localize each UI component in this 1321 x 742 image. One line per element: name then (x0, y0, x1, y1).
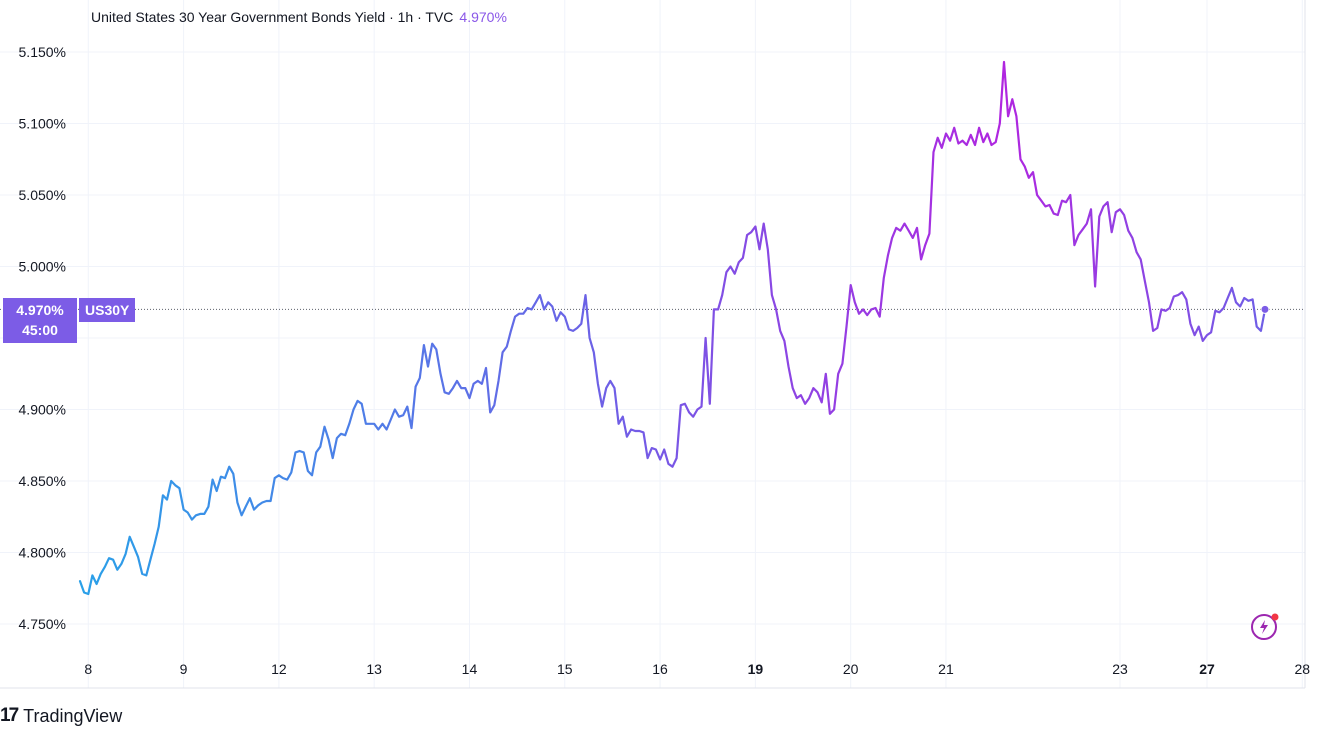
symbol-badge[interactable]: US30Y (79, 298, 136, 322)
x-tick-label: 23 (1112, 661, 1128, 677)
y-tick-label: 4.800% (19, 545, 66, 561)
price-badge-countdown: 45:00 (22, 322, 58, 338)
x-tick-label: 28 (1295, 661, 1311, 677)
x-tick-label: 12 (271, 661, 287, 677)
tradingview-logo[interactable]: 17 TradingView (0, 705, 122, 727)
price-badge: 4.970% 45:00 (3, 298, 77, 343)
x-tick-label: 20 (843, 661, 859, 677)
x-tick-label: 9 (180, 661, 188, 677)
y-tick-label: 5.050% (19, 187, 66, 203)
last-point-marker (1260, 304, 1270, 314)
y-axis-labels: 5.150%5.100%5.050%5.000%4.950%4.900%4.85… (19, 44, 66, 632)
lightning-bolt-icon[interactable] (1249, 612, 1279, 642)
x-tick-label: 21 (938, 661, 954, 677)
title-text: United States 30 Year Government Bonds Y… (91, 9, 454, 25)
x-gridlines (87, 0, 1303, 688)
y-tick-label: 5.000% (19, 259, 66, 275)
x-tick-label: 13 (366, 661, 382, 677)
yield-series-line (78, 60, 1267, 596)
x-tick-label: 16 (652, 661, 668, 677)
x-tick-label: 15 (557, 661, 573, 677)
x-tick-label: 27 (1199, 661, 1215, 677)
tradingview-logo-text: TradingView (23, 705, 123, 726)
x-tick-label: 14 (462, 661, 478, 677)
y-gridlines (0, 51, 1305, 625)
x-axis-labels: 8 9 12 13 14 15 16 19 20 21 23 27 28 (84, 661, 1310, 677)
y-tick-label: 5.150% (19, 44, 66, 60)
tradingview-logo-mark: 17 (0, 705, 19, 726)
x-tick-label: 8 (84, 661, 92, 677)
y-tick-label: 4.900% (19, 402, 66, 418)
y-tick-label: 4.850% (19, 473, 66, 489)
y-tick-label: 5.100% (19, 116, 66, 132)
y-tick-label: 4.750% (19, 616, 66, 632)
chart-title: United States 30 Year Government Bonds Y… (91, 9, 507, 25)
title-current-value: 4.970% (459, 9, 507, 25)
price-badge-value: 4.970% (16, 302, 64, 318)
x-tick-label: 19 (748, 661, 764, 677)
